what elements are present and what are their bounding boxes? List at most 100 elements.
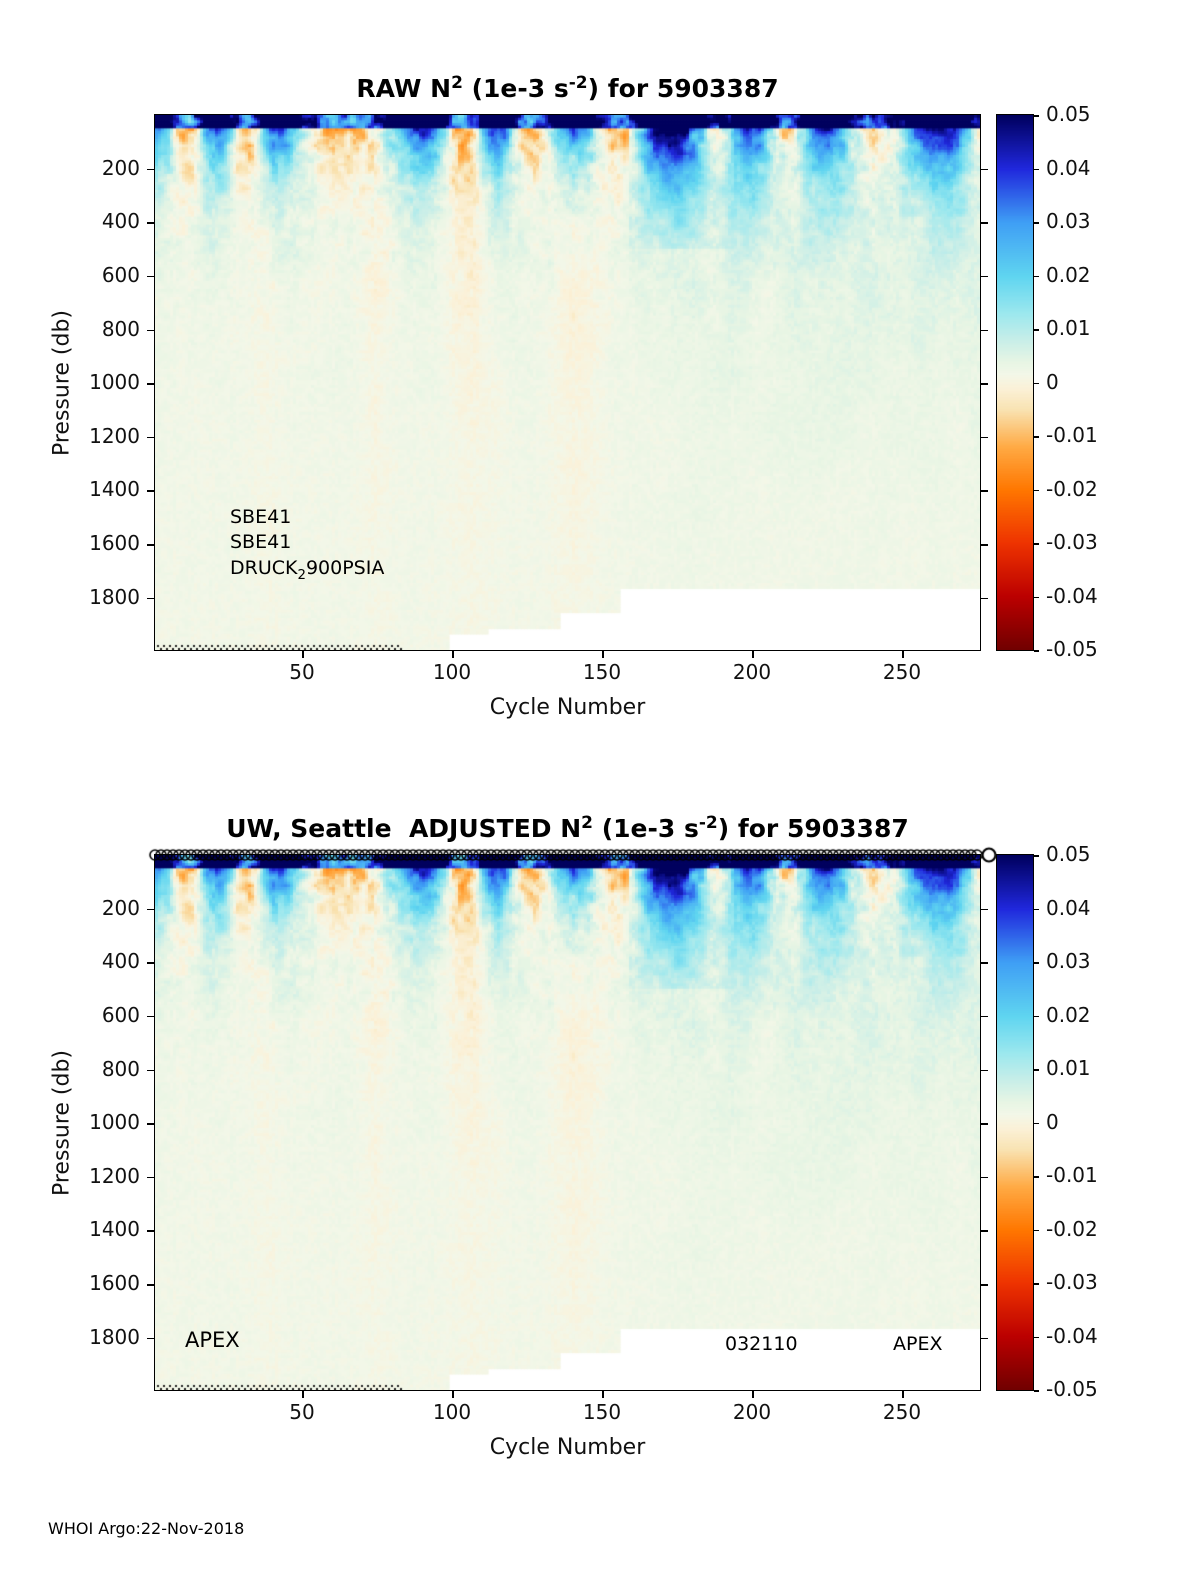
y-tick-label: 1400 xyxy=(89,477,140,502)
colorbar-tick-mark xyxy=(1034,855,1039,857)
colorbar-tick-mark xyxy=(1034,1336,1039,1338)
colorbar-tick-mark xyxy=(1034,489,1039,491)
annotation: SBE41 xyxy=(230,531,291,553)
y-tick-label: 400 xyxy=(101,209,140,234)
colorbar-tick-mark xyxy=(1034,382,1039,384)
colorbar-tick-label: -0.04 xyxy=(1046,583,1098,608)
x-tick-mark xyxy=(902,651,904,658)
y-tick-mark-right xyxy=(981,1284,988,1286)
y-tick-mark-right xyxy=(981,1230,988,1232)
annotation: APEX xyxy=(893,1333,942,1355)
y-axis-label: Pressure (db) xyxy=(49,309,75,456)
y-tick-mark xyxy=(147,597,154,600)
y-axis-label: Pressure (db) xyxy=(49,1049,75,1196)
y-tick-mark xyxy=(147,1069,154,1072)
title-part: 2 xyxy=(581,813,594,833)
colorbar-tick-mark xyxy=(1034,115,1039,117)
y-tick-mark xyxy=(147,1015,154,1018)
y-tick-mark-right xyxy=(981,222,988,224)
colorbar-tick-mark xyxy=(1034,1390,1039,1392)
colorbar-border xyxy=(996,114,1034,651)
x-tick-label: 150 xyxy=(582,660,622,684)
y-tick-mark xyxy=(147,490,154,492)
plot-border xyxy=(154,854,981,1391)
colorbar-tick-mark xyxy=(1034,1283,1039,1285)
colorbar-tick-mark xyxy=(1034,275,1039,277)
colorbar-tick-label: 0.01 xyxy=(1046,1056,1091,1080)
title-part: -2 xyxy=(568,73,588,93)
colorbar-tick-label: 0 xyxy=(1046,369,1059,394)
y-tick-mark xyxy=(147,1176,154,1179)
annotation-part: DRUCK xyxy=(230,556,298,579)
y-tick-label: 1000 xyxy=(89,370,140,395)
annotation-part: APEX xyxy=(185,1327,240,1352)
y-tick-mark-right xyxy=(981,544,988,546)
y-tick-mark xyxy=(147,1284,154,1286)
x-axis-label: Cycle Number xyxy=(489,1435,646,1460)
y-tick-mark xyxy=(147,544,154,546)
y-tick-mark xyxy=(147,1230,154,1232)
title-part: (1e-3 s xyxy=(462,74,569,103)
y-tick-mark-right xyxy=(981,1069,988,1072)
y-tick-mark-right xyxy=(981,597,988,600)
x-tick-label: 50 xyxy=(289,660,315,684)
colorbar-tick-mark xyxy=(1034,1122,1039,1124)
colorbar-canvas xyxy=(997,115,1033,650)
y-tick-mark-right xyxy=(981,962,988,964)
y-tick-label: 800 xyxy=(101,1056,140,1081)
colorbar-tick-label: -0.05 xyxy=(1046,1377,1098,1401)
colorbar-tick-mark xyxy=(1034,222,1039,224)
y-tick-mark-right xyxy=(981,1123,988,1125)
colorbar-tick-label: -0.05 xyxy=(1046,637,1098,661)
y-tick-mark-right xyxy=(981,908,988,911)
plot-title-adjusted: UW, Seattle ADJUSTED N2 (1e-3 s-2) for 5… xyxy=(155,813,980,843)
annotation-part: 900PSIA xyxy=(305,556,385,579)
x-tick-mark xyxy=(452,1391,454,1398)
x-tick-mark xyxy=(452,651,454,658)
y-tick-label: 1600 xyxy=(89,1271,140,1296)
x-tick-mark xyxy=(602,1391,604,1398)
annotation: DRUCK2900PSIA xyxy=(230,556,385,583)
colorbar-tick-label: 0 xyxy=(1046,1109,1059,1134)
annotation: APEX xyxy=(185,1328,240,1352)
colorbar-tick-mark xyxy=(1034,908,1039,910)
y-tick-label: 1200 xyxy=(89,1163,140,1188)
x-tick-label: 250 xyxy=(882,660,922,684)
y-tick-label: 1800 xyxy=(89,1324,140,1349)
x-tick-label: 100 xyxy=(432,1400,472,1424)
colorbar-tick-mark xyxy=(1034,1069,1039,1071)
y-tick-mark-right xyxy=(981,490,988,492)
y-tick-label: 200 xyxy=(101,895,140,920)
colorbar-border xyxy=(996,854,1034,1391)
x-tick-label: 200 xyxy=(732,660,772,684)
x-tick-label: 200 xyxy=(732,1400,772,1424)
y-tick-mark xyxy=(147,1123,154,1125)
x-tick-mark xyxy=(752,651,754,658)
colorbar-tick-label: 0.02 xyxy=(1046,1002,1091,1027)
colorbar-tick-mark xyxy=(1034,650,1039,652)
x-tick-label: 250 xyxy=(882,1400,922,1424)
annotation: SBE41 xyxy=(230,506,291,528)
y-tick-mark-right xyxy=(981,329,988,332)
title-part: (1e-3 s xyxy=(593,814,699,843)
colorbar-tick-mark xyxy=(1034,329,1039,331)
plot-title-raw: RAW N2 (1e-3 s-2) for 5903387 xyxy=(155,73,980,103)
colorbar-tick-label: 0.04 xyxy=(1046,155,1091,180)
colorbar-tick-label: 0.04 xyxy=(1046,895,1091,920)
x-tick-mark xyxy=(602,651,604,658)
y-tick-mark-right xyxy=(981,383,988,385)
y-tick-label: 600 xyxy=(101,262,140,287)
colorbar-tick-label: 0.05 xyxy=(1046,842,1091,866)
annotation: 032110 xyxy=(725,1333,798,1355)
colorbar-tick-mark xyxy=(1034,168,1039,170)
x-tick-label: 100 xyxy=(432,660,472,684)
colorbar-tick-mark xyxy=(1034,543,1039,545)
x-tick-mark xyxy=(902,1391,904,1398)
y-tick-mark-right xyxy=(981,1337,988,1340)
colorbar-tick-label: 0.05 xyxy=(1046,102,1091,126)
y-tick-label: 600 xyxy=(101,1002,140,1027)
top-cycle-markers xyxy=(138,842,997,868)
y-tick-mark xyxy=(147,436,154,439)
